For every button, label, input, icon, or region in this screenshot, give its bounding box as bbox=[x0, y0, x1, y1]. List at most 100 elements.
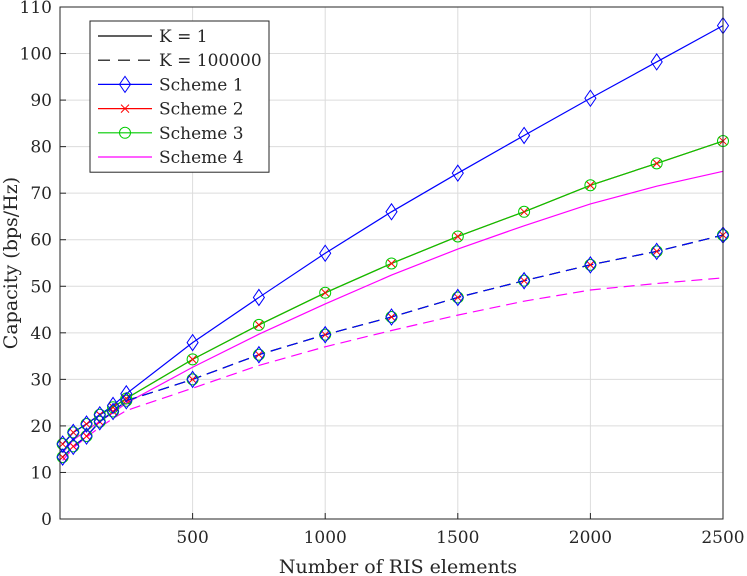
plot-frame bbox=[59, 6, 724, 520]
data-point-diamond bbox=[319, 325, 332, 344]
y-tick-label: 100 bbox=[20, 45, 52, 65]
x-marker-stroke bbox=[188, 354, 197, 364]
legend-label: Scheme 1 bbox=[159, 75, 244, 95]
series-group bbox=[56, 16, 730, 466]
x-marker-stroke bbox=[120, 104, 130, 113]
x-tick-label: 2500 bbox=[701, 528, 744, 548]
x-tick-label: 500 bbox=[176, 528, 208, 548]
y-tick-label: 30 bbox=[30, 370, 52, 390]
legend-label: Scheme 2 bbox=[159, 100, 244, 120]
data-point-circle bbox=[385, 257, 398, 270]
legend-entry: Scheme 1 bbox=[98, 75, 244, 95]
legend-entry: Scheme 3 bbox=[98, 124, 244, 144]
legend-label: K = 100000 bbox=[159, 51, 262, 71]
data-point-diamond bbox=[252, 345, 266, 364]
data-point-diamond bbox=[67, 437, 80, 456]
x-marker-stroke bbox=[519, 207, 529, 217]
x-marker-stroke bbox=[254, 350, 264, 360]
data-point-x bbox=[652, 247, 662, 256]
legend-box bbox=[89, 20, 270, 173]
data-point-diamond bbox=[67, 423, 80, 442]
data-point-diamond bbox=[517, 271, 531, 290]
x-marker-stroke bbox=[68, 428, 78, 437]
data-point-diamond bbox=[584, 255, 597, 274]
x-marker-stroke bbox=[82, 431, 91, 441]
x-marker-stroke bbox=[320, 330, 330, 340]
data-point-diamond bbox=[56, 448, 69, 466]
data-point-x bbox=[453, 293, 463, 302]
data-point-diamond bbox=[118, 75, 132, 94]
data-point-diamond bbox=[650, 53, 663, 71]
data-point-circle bbox=[319, 286, 332, 299]
data-point-diamond bbox=[93, 412, 106, 431]
data-point-circle bbox=[584, 179, 597, 192]
data-point-circle bbox=[119, 126, 131, 139]
data-point-circle bbox=[186, 353, 199, 366]
y-tick-label: 50 bbox=[30, 277, 52, 297]
y-axis-label: Capacity (bps/Hz) bbox=[0, 177, 22, 349]
x-marker-stroke bbox=[387, 259, 396, 268]
data-point-x bbox=[68, 428, 78, 437]
x-marker-stroke bbox=[453, 232, 463, 241]
legend-entry: K = 1 bbox=[98, 27, 208, 47]
x-tick-label: 1500 bbox=[436, 528, 479, 548]
x-marker-stroke bbox=[586, 180, 595, 190]
x-marker-stroke bbox=[82, 419, 91, 429]
data-point-x bbox=[320, 330, 330, 340]
data-point-x bbox=[453, 232, 463, 241]
x-tick-label: 2000 bbox=[569, 528, 612, 548]
x-marker-stroke bbox=[387, 312, 396, 322]
data-point-x bbox=[82, 419, 91, 429]
data-point-diamond bbox=[451, 288, 464, 307]
data-point-x bbox=[586, 180, 595, 190]
data-point-circle bbox=[650, 157, 663, 170]
data-point-x bbox=[320, 288, 330, 298]
series-markers bbox=[58, 230, 728, 462]
data-point-x bbox=[254, 320, 264, 330]
legend-entry: K = 100000 bbox=[98, 51, 262, 71]
data-point-x bbox=[387, 259, 396, 268]
data-point-circle bbox=[252, 318, 265, 331]
data-point-x bbox=[120, 104, 130, 113]
data-point-x bbox=[519, 207, 529, 217]
data-point-diamond bbox=[319, 244, 332, 263]
data-point-diamond bbox=[120, 391, 133, 410]
data-point-diamond bbox=[93, 405, 106, 424]
data-point-diamond bbox=[650, 242, 663, 261]
x-marker-stroke bbox=[652, 247, 662, 256]
x-marker-stroke bbox=[519, 276, 529, 286]
y-tick-label: 110 bbox=[20, 0, 52, 18]
y-tick-label: 70 bbox=[30, 184, 52, 204]
data-point-x bbox=[387, 312, 396, 322]
data-point-diamond bbox=[106, 402, 120, 421]
data-point-diamond bbox=[80, 427, 93, 446]
y-tick-label: 60 bbox=[30, 231, 52, 251]
data-point-x bbox=[188, 354, 197, 364]
legend-label: K = 1 bbox=[159, 27, 208, 47]
y-tick-label: 90 bbox=[30, 91, 52, 111]
data-point-diamond bbox=[186, 370, 199, 389]
x-marker-stroke bbox=[453, 293, 463, 302]
data-point-diamond bbox=[186, 333, 199, 352]
x-axis-label: Number of RIS elements bbox=[279, 556, 517, 576]
x-marker-stroke bbox=[586, 260, 595, 270]
data-point-x bbox=[188, 375, 197, 384]
data-point-diamond bbox=[252, 288, 266, 307]
x-marker-stroke bbox=[320, 288, 330, 298]
axis-ticks: 500 1000 1500 2000 2500 0 10 20 30 40 50 60 70 80 90 10… bbox=[20, 0, 745, 548]
data-point-x bbox=[519, 276, 529, 286]
x-marker-stroke bbox=[254, 320, 264, 330]
data-point-x bbox=[586, 260, 595, 270]
data-point-diamond bbox=[106, 396, 120, 415]
y-tick-label: 20 bbox=[30, 417, 52, 437]
legend-label: Scheme 3 bbox=[159, 124, 244, 144]
legend-entry: Scheme 4 bbox=[98, 148, 244, 168]
legend-label: Scheme 4 bbox=[159, 148, 244, 168]
y-tick-label: 10 bbox=[30, 463, 52, 483]
x-marker-stroke bbox=[68, 442, 78, 451]
data-point-diamond bbox=[385, 308, 398, 326]
y-tick-label: 80 bbox=[30, 138, 52, 158]
legend-entry: Scheme 2 bbox=[98, 100, 244, 120]
data-point-diamond bbox=[584, 89, 597, 108]
y-tick-label: 40 bbox=[30, 324, 52, 344]
